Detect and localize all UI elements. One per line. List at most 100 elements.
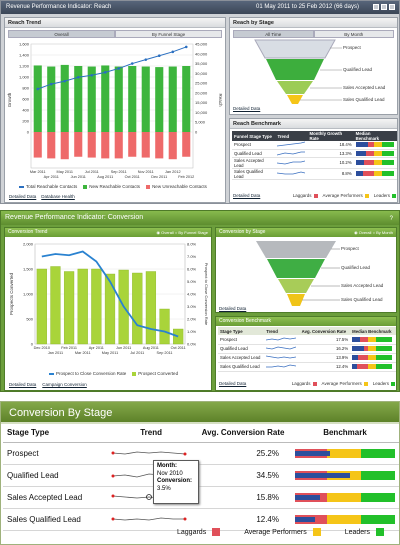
benchmark-bar xyxy=(353,157,397,169)
tab-by-month[interactable]: By Month xyxy=(313,30,394,38)
funnel-qualified-lead xyxy=(267,259,325,278)
table-row[interactable]: Qualified Lead 34.5% xyxy=(3,464,399,487)
table-row[interactable]: Sales Qualified Lead 12.4% xyxy=(218,362,396,372)
y2-tick-label: 0.0% xyxy=(187,342,197,347)
radio-stage-overall[interactable]: ◉ Overall xyxy=(354,230,372,235)
funnel-label-prospect: Prospect xyxy=(343,45,361,50)
conversion-by-stage-panel: Conversion By Stage Stage Type Trend Avg… xyxy=(0,401,400,545)
conversion-trend-chart: 2,000 1,500 1,000 500 0 8.0% 7.0% 6.0% 5.0% 4.0% 3… xyxy=(9,242,209,356)
campaign-conversion-link[interactable]: Campaign Conversion xyxy=(42,382,87,387)
y-tick-label: 600 xyxy=(22,97,29,102)
window-max-icon[interactable] xyxy=(381,4,387,10)
reach-trend-card: Reach Trend Overall By Funnel Stage 1,60… xyxy=(4,17,226,203)
reach-funnel xyxy=(254,39,342,104)
conversion-stage-detailed-link[interactable]: Detailed Data xyxy=(219,306,247,311)
y-tick-label: 400 xyxy=(22,108,29,113)
bar-new-unreachable xyxy=(168,132,177,160)
y-tick-label: 1,200 xyxy=(19,64,30,69)
funnel-sales-qualified xyxy=(287,294,305,306)
legend-green-swatch xyxy=(83,184,88,189)
reach-benchmark-header: Reach Benchmark xyxy=(230,119,397,129)
x-tick-label: Mar 2011 xyxy=(75,351,91,355)
x-tick-label: May 2011 xyxy=(57,170,73,174)
point-total-reachable xyxy=(144,58,148,61)
y-tick-label: 500 xyxy=(26,317,33,322)
bar-new-reachable xyxy=(33,65,42,132)
bar-prospect-converted xyxy=(132,272,143,345)
table-row[interactable]: Qualified Lead 16.2% xyxy=(218,344,396,354)
tab-overall[interactable]: Overall xyxy=(8,30,115,38)
funnel-prospect xyxy=(254,39,336,59)
funnel-prospect xyxy=(256,241,336,258)
x-tick-label: Feb 2012 xyxy=(178,175,194,179)
trend-tooltip: Month: Nov 2010 Conversion: 3.5% xyxy=(153,460,199,504)
tab-all-time[interactable]: All Time xyxy=(233,30,314,38)
table-row[interactable]: Sales Accepted Lead 10.2% xyxy=(232,157,397,169)
x-tick-label: Mar 2011 xyxy=(30,170,46,174)
x-tick-label: Aug 2011 xyxy=(97,175,113,179)
benchmark-bar xyxy=(350,362,396,372)
benchmark-bar xyxy=(350,335,396,345)
bar-new-reachable xyxy=(141,66,150,132)
table-row[interactable]: Sales Qualified Lead 12.4% xyxy=(3,508,399,531)
point-total-reachable xyxy=(63,79,67,83)
y2-tick-label: 35,000 xyxy=(195,61,208,66)
table-row[interactable]: Prospect 25.2% xyxy=(3,442,399,465)
bar-new-unreachable xyxy=(33,132,42,158)
y2-tick-label: 40,000 xyxy=(195,51,208,56)
bar-new-reachable xyxy=(60,64,69,132)
bar-new-unreachable xyxy=(155,132,164,159)
table-row[interactable]: Prospect 18.4% xyxy=(232,141,397,150)
help-icon[interactable]: ? xyxy=(389,216,393,222)
y-axis-title: Growth xyxy=(7,92,12,107)
y2-tick-label: 1.0% xyxy=(187,329,197,334)
radio-by-funnel-stage[interactable]: ○ By Funnel Stage xyxy=(174,230,208,235)
col-benchmark: Benchmark xyxy=(291,424,399,443)
x-tick-label: May 2011 xyxy=(102,351,118,355)
conversion-detailed-link[interactable]: Detailed Data xyxy=(9,382,37,387)
y-tick-label: 800 xyxy=(22,86,29,91)
radio-overall[interactable]: ◉ Overall xyxy=(156,230,174,235)
detailed-data-link[interactable]: Detailed Data xyxy=(9,194,37,199)
benchmark-bar xyxy=(353,168,397,180)
y2-tick-label: 10,000 xyxy=(195,110,208,115)
tab-by-funnel-stage[interactable]: By Funnel Stage xyxy=(115,30,222,38)
conversion-benchmark-detailed-link[interactable]: Detailed Data xyxy=(219,381,247,386)
table-row[interactable]: Sales Accepted Lead 15.8% xyxy=(3,486,399,509)
benchmark-bar xyxy=(291,508,399,531)
bar-new-reachable xyxy=(182,66,191,132)
bar-prospect-converted xyxy=(104,273,116,345)
y2-tick-label: 5.0% xyxy=(187,279,197,284)
bar-new-unreachable xyxy=(141,132,150,158)
reach-stage-detailed-link[interactable]: Detailed Data xyxy=(233,106,261,111)
y2-tick-label: 15,000 xyxy=(195,100,208,105)
table-row[interactable]: Qualified Lead 13.3% xyxy=(232,149,397,158)
y2-tick-label: 45,000 xyxy=(195,42,208,47)
window-min-icon[interactable] xyxy=(373,4,379,10)
bar-new-reachable xyxy=(155,67,164,132)
benchmark-bar xyxy=(350,353,396,363)
funnel-label-sql: Sales Qualified Lead xyxy=(343,97,385,102)
reach-benchmark-detailed-link[interactable]: Detailed Data xyxy=(233,193,261,198)
conversion-by-stage-header: Conversion by Stage xyxy=(219,229,266,235)
conversion-trend-header: Conversion Trend xyxy=(8,229,48,235)
radio-stage-by-month[interactable]: ○ By Month xyxy=(372,230,393,235)
table-row[interactable]: Sales Qualified Lead 8.8% xyxy=(232,168,397,180)
sparkline xyxy=(275,149,308,158)
y-tick-label: 1,000 xyxy=(23,292,34,297)
bar-prospect-converted xyxy=(145,271,157,345)
plot-area xyxy=(30,43,194,169)
y-tick-label: 0 xyxy=(27,130,30,135)
bar-new-reachable xyxy=(74,66,83,132)
x-tick-label: Sep 2011 xyxy=(111,170,127,174)
database-health-link[interactable]: Database Health xyxy=(41,194,75,199)
window-close-icon[interactable] xyxy=(389,4,395,10)
y2-tick-label: 6.0% xyxy=(187,267,197,272)
point-total-reachable xyxy=(49,82,53,86)
benchmark-bar xyxy=(291,464,399,487)
funnel-sales-accepted xyxy=(277,81,313,94)
funnel-label-sal: Sales Accepted Lead xyxy=(343,85,386,90)
table-row[interactable]: Sales Accepted Lead 13.9% xyxy=(218,353,396,363)
table-row[interactable]: Prospect 17.5% xyxy=(218,335,396,345)
benchmark-bar xyxy=(353,141,397,150)
